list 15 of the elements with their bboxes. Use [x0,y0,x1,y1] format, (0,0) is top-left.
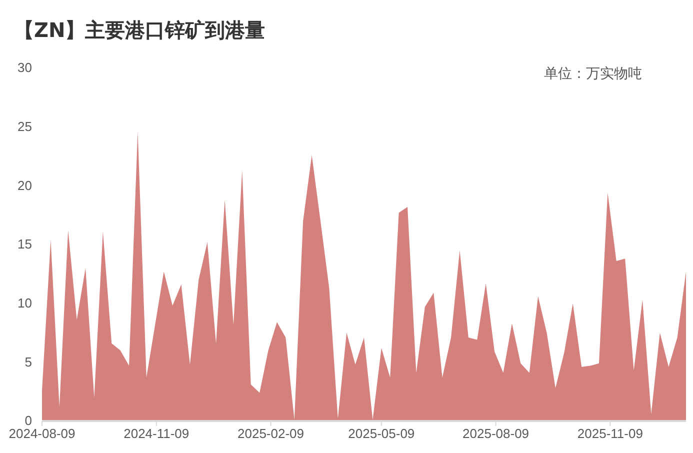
annotation: 单位：万实物吨 [544,66,642,82]
x-tick-label: 2024-08-09 [8,426,76,442]
x-tick-label: 2025-08-09 [462,426,530,442]
y-tick-label: 25 [18,118,32,134]
y-tick-label: 0 [24,413,32,428]
y-tick-label: 5 [24,354,32,370]
y-tick-label: 10 [18,295,32,310]
x-tick-label: 2025-11-09 [577,426,643,442]
x-tick-label: 2025-05-09 [348,426,415,442]
y-tick-label: 20 [18,178,32,193]
y-tick-label: 30 [18,60,32,76]
x-tick-label: 2024-11-09 [124,426,190,442]
y-tick-label: 15 [18,236,32,252]
x-tick-label: 2025-02-09 [238,426,304,442]
chart-title: 【ZN】主要港口锌矿到港量 [14,18,266,42]
